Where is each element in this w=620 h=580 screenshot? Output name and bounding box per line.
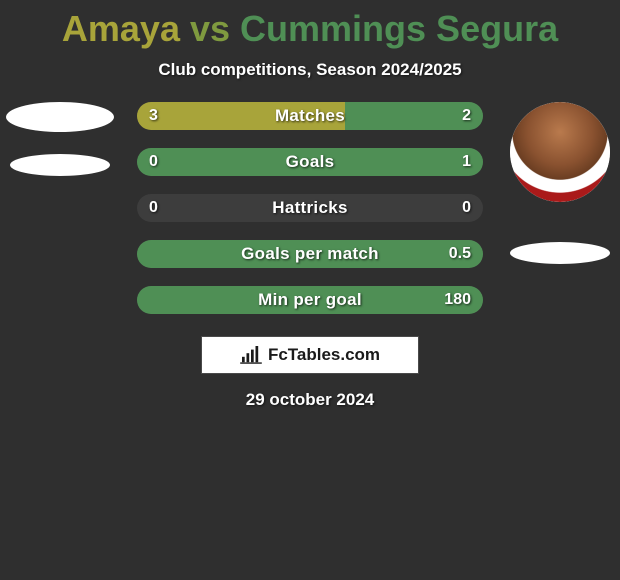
stat-row: 01Goals bbox=[137, 148, 483, 176]
player1-column bbox=[0, 102, 120, 176]
player1-club-placeholder bbox=[10, 154, 110, 176]
title-vs: vs bbox=[190, 8, 230, 49]
stat-label: Goals per match bbox=[137, 240, 483, 268]
title-player1: Amaya bbox=[62, 8, 180, 49]
stat-rows: 32Matches 01Goals 00Hattricks 0.5Goals per … bbox=[137, 102, 483, 314]
snapshot-date: 29 october 2024 bbox=[0, 390, 620, 410]
bar-chart-icon bbox=[240, 346, 262, 364]
stat-row: 32Matches bbox=[137, 102, 483, 130]
comparison-arena: 32Matches 01Goals 00Hattricks 0.5Goals per … bbox=[0, 102, 620, 314]
attribution-badge: FcTables.com bbox=[201, 336, 419, 374]
stat-row: 0.5Goals per match bbox=[137, 240, 483, 268]
player2-face-icon bbox=[510, 102, 610, 202]
player2-column bbox=[500, 102, 620, 264]
title-player2: Cummings Segura bbox=[240, 8, 558, 49]
stat-label: Matches bbox=[137, 102, 483, 130]
stat-label: Hattricks bbox=[137, 194, 483, 222]
stat-label: Min per goal bbox=[137, 286, 483, 314]
player2-avatar bbox=[510, 102, 610, 202]
player2-club-placeholder bbox=[510, 242, 610, 264]
attribution-text: FcTables.com bbox=[268, 345, 380, 365]
subtitle: Club competitions, Season 2024/2025 bbox=[0, 60, 620, 80]
stat-row: 00Hattricks bbox=[137, 194, 483, 222]
stat-row: 180Min per goal bbox=[137, 286, 483, 314]
stat-label: Goals bbox=[137, 148, 483, 176]
comparison-title: Amaya vs Cummings Segura bbox=[0, 0, 620, 50]
player1-avatar-placeholder bbox=[6, 102, 114, 132]
